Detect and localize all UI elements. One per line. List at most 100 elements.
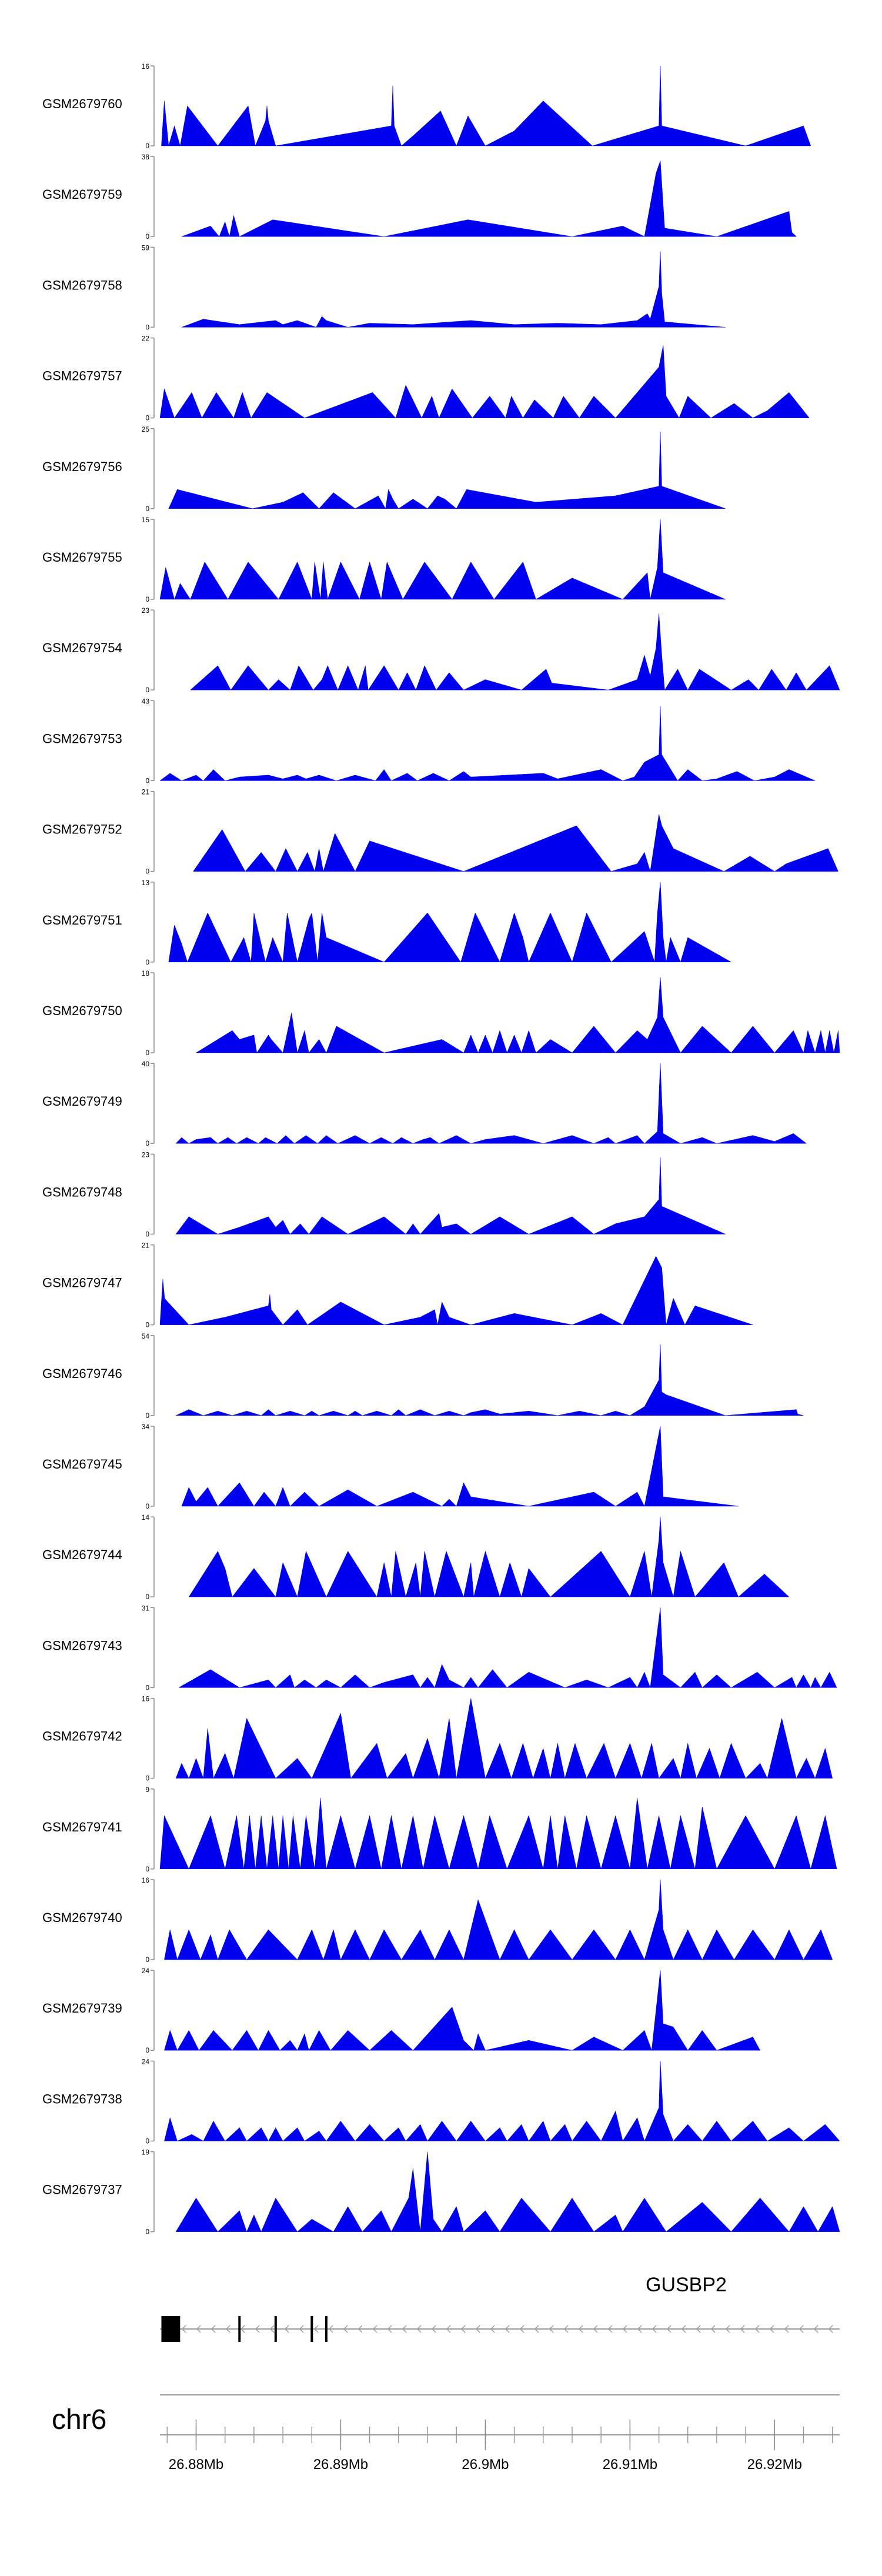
y-max-label: 21: [142, 788, 150, 796]
strand-arrow: [387, 2325, 392, 2333]
coverage-area: [159, 345, 810, 419]
strand-arrow: [181, 2325, 186, 2333]
axis-tick-label: 26.92Mb: [747, 2457, 802, 2472]
track-label: GSM2679754: [42, 640, 122, 655]
strand-arrow: [313, 2325, 319, 2333]
y-min-label: 0: [145, 1865, 149, 1873]
y-min-label: 0: [145, 323, 149, 331]
strand-arrow: [754, 2325, 760, 2333]
genome-axis: chr6 26.88Mb 26.89Mb 26.9Mb 26.91Mb 26.92Mb: [52, 2394, 840, 2472]
axis-ticks: 26.88Mb 26.89Mb 26.9Mb 26.91Mb 26.92Mb: [166, 2420, 833, 2472]
track-label: GSM2679739: [42, 2001, 122, 2016]
y-min-label: 0: [145, 595, 149, 603]
strand-arrow: [681, 2325, 686, 2333]
coverage-area: [178, 1607, 837, 1688]
y-min-label: 0: [145, 232, 149, 241]
track-GSM2679739: GSM2679739 24 0: [42, 1967, 761, 2054]
track-label: GSM2679755: [42, 550, 122, 565]
strand-arrow: [813, 2325, 818, 2333]
strand-arrow: [740, 2325, 745, 2333]
y-min-label: 0: [145, 2137, 149, 2145]
strand-arrow: [799, 2325, 804, 2333]
strand-arrow: [460, 2325, 466, 2333]
y-min-label: 0: [145, 686, 149, 694]
strand-arrow: [240, 2325, 245, 2333]
strand-arrow: [196, 2325, 201, 2333]
track-GSM2679742: GSM2679742 16 0: [42, 1695, 833, 1783]
y-max-label: 59: [142, 243, 150, 252]
y-max-label: 31: [142, 1604, 150, 1612]
y-max-label: 25: [142, 425, 150, 433]
coverage-area: [168, 882, 732, 963]
y-max-label: 22: [142, 335, 150, 343]
coverage-area: [164, 1879, 833, 1960]
strand-arrow: [534, 2325, 539, 2333]
strand-arrow: [490, 2325, 495, 2333]
track-GSM2679752: GSM2679752 21 0: [42, 788, 838, 876]
strand-arrow: [578, 2325, 583, 2333]
track-GSM2679741: GSM2679741 9 0: [42, 1786, 837, 1873]
track-label: GSM2679740: [42, 1910, 122, 1925]
strand-arrow: [505, 2325, 510, 2333]
strand-arrow: [475, 2325, 480, 2333]
strand-arrow: [593, 2325, 598, 2333]
track-GSM2679748: GSM2679748 23 0: [42, 1150, 726, 1238]
gene-model: [160, 2316, 840, 2342]
coverage-area: [190, 613, 840, 690]
coverage-area: [159, 1256, 753, 1326]
exon: [325, 2316, 328, 2342]
y-min-label: 0: [145, 1139, 149, 1147]
strand-arrow: [519, 2325, 524, 2333]
track-GSM2679759: GSM2679759 38 0: [42, 153, 797, 241]
y-max-label: 23: [142, 606, 150, 615]
coverage-area: [161, 65, 811, 146]
coverage-area: [195, 977, 840, 1053]
strand-arrow: [343, 2325, 348, 2333]
track-label: GSM2679744: [42, 1547, 122, 1562]
y-max-label: 24: [142, 1967, 150, 1975]
track-label: GSM2679751: [42, 913, 122, 927]
track-label: GSM2679746: [42, 1366, 122, 1381]
strand-arrow: [710, 2325, 716, 2333]
y-max-label: 40: [142, 1060, 150, 1068]
track-GSM2679760: GSM2679760 16 0: [42, 62, 811, 150]
y-max-label: 24: [142, 2057, 150, 2066]
strand-arrow: [607, 2325, 613, 2333]
y-min-label: 0: [145, 958, 149, 966]
y-min-label: 0: [145, 1502, 149, 1510]
y-max-label: 34: [142, 1423, 150, 1431]
strand-arrow: [622, 2325, 627, 2333]
track-GSM2679753: GSM2679753 43 0: [42, 697, 816, 785]
track-label: GSM2679757: [42, 369, 122, 383]
coverage-area: [159, 1797, 837, 1870]
strand-arrow: [563, 2325, 569, 2333]
y-max-label: 43: [142, 697, 150, 705]
y-max-label: 19: [142, 2148, 150, 2157]
strand-arrow: [769, 2325, 774, 2333]
coverage-area: [181, 161, 797, 237]
y-max-label: 23: [142, 1150, 150, 1159]
track-GSM2679756: GSM2679756 25 0: [42, 425, 726, 513]
gene-label: GUSBP2: [646, 2274, 727, 2296]
y-min-label: 0: [145, 414, 149, 422]
coverage-tracks: GSM2679760160GSM2679759380GSM2679758590G…: [42, 62, 840, 2236]
axis-tick-label: 26.88Mb: [169, 2457, 223, 2472]
y-min-label: 0: [145, 1593, 149, 1601]
y-min-label: 0: [145, 1321, 149, 1329]
strand-arrow: [372, 2325, 377, 2333]
coverage-area: [181, 251, 726, 328]
track-GSM2679758: GSM2679758 59 0: [42, 243, 726, 331]
y-min-label: 0: [145, 1683, 149, 1691]
strand-arrow: [299, 2325, 304, 2333]
y-max-label: 16: [142, 1876, 150, 1884]
exon: [310, 2316, 313, 2342]
coverage-area: [175, 1157, 726, 1234]
strand-arrow: [269, 2325, 275, 2333]
track-label: GSM2679742: [42, 1729, 122, 1744]
track-label: GSM2679737: [42, 2183, 122, 2197]
strand-arrow: [225, 2325, 230, 2333]
y-min-label: 0: [145, 1774, 149, 1783]
track-GSM2679745: GSM2679745 34 0: [42, 1423, 739, 1510]
strand-arrow: [666, 2325, 671, 2333]
coverage-area: [164, 2061, 840, 2142]
